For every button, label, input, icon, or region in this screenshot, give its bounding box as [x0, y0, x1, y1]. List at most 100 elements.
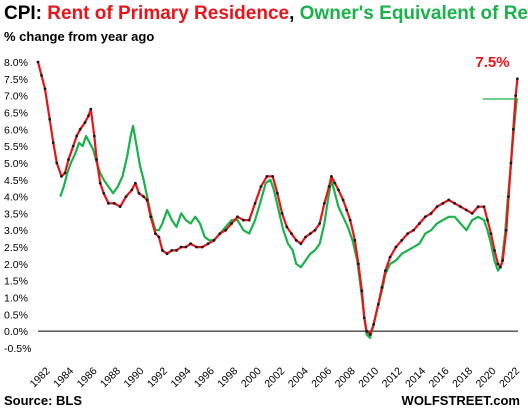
rent-data-point — [333, 181, 337, 185]
rent-data-point — [322, 201, 326, 205]
rent-data-point — [149, 215, 153, 219]
rent-data-point — [276, 191, 279, 195]
rent-data-point — [230, 222, 234, 225]
y-tick-label: 8.0% — [4, 57, 28, 69]
rent-data-point — [195, 245, 198, 249]
x-tick-label: 1988 — [98, 365, 123, 390]
rent-data-point — [95, 158, 99, 161]
y-tick-label: 6.0% — [4, 124, 28, 136]
rent-data-point — [253, 201, 257, 205]
rent-data-point — [134, 181, 137, 185]
rent-data-point — [189, 242, 192, 246]
rent-data-point — [511, 127, 515, 131]
brand-label: WOLFSTREET.com — [401, 393, 520, 408]
rent-data-point — [504, 228, 508, 232]
rent-data-point — [345, 208, 349, 212]
y-tick-label: 5.0% — [4, 158, 28, 170]
rent-data-point — [368, 333, 372, 336]
rent-data-point — [498, 265, 502, 269]
rent-data-point — [71, 144, 75, 148]
x-tick-label: 2016 — [427, 365, 452, 390]
rent-data-point — [441, 201, 445, 205]
rent-data-point — [486, 218, 489, 222]
rent-data-point — [318, 222, 322, 225]
rent-data-point — [165, 252, 169, 256]
rent-data-point — [179, 245, 183, 249]
x-tick-label: 1996 — [192, 365, 217, 390]
title-series2: Owner's Equivalent of Rent — [299, 3, 528, 24]
x-tick-label: 1984 — [51, 365, 76, 390]
x-tick-label: 1994 — [168, 365, 193, 390]
rent-data-point — [55, 161, 59, 165]
rent-data-point — [241, 218, 245, 222]
rent-data-point — [516, 77, 519, 81]
rent-data-point — [89, 107, 93, 111]
rent-data-point — [51, 141, 55, 145]
rent-data-point — [337, 188, 340, 192]
rent-data-point — [130, 188, 134, 192]
rent-data-point — [60, 175, 63, 178]
rent-data-point — [161, 249, 164, 252]
rent-data-point — [507, 195, 511, 198]
rent-data-point — [87, 114, 90, 118]
x-tick-label: 2014 — [403, 365, 428, 390]
rent-data-point — [360, 289, 364, 293]
y-tick-label: 7.0% — [4, 91, 28, 103]
rent-data-point — [280, 212, 284, 215]
rent-data-point — [40, 74, 43, 77]
x-tick-label: 2022 — [497, 365, 522, 390]
rent-data-point — [78, 127, 82, 131]
rent-data-point — [362, 316, 366, 320]
x-tick-label: 1986 — [75, 365, 100, 390]
rent-data-point — [394, 245, 398, 249]
y-tick-label: 4.5% — [4, 175, 28, 187]
x-tick-label: 1992 — [145, 365, 170, 390]
rent-data-point — [200, 245, 204, 249]
end-value-label: 7.5% — [475, 54, 509, 71]
rent-data-point — [509, 161, 513, 165]
y-tick-label: 3.5% — [4, 208, 28, 220]
rent-data-point — [493, 249, 496, 252]
rent-data-point — [98, 181, 102, 185]
rent-data-point — [142, 195, 146, 198]
y-tick-label: 5.5% — [4, 141, 28, 153]
rent-data-point — [356, 262, 360, 266]
y-tick-label: 1.0% — [4, 293, 28, 305]
rent-data-point — [412, 228, 415, 232]
x-tick-label: 2002 — [262, 365, 287, 390]
rent-data-point — [247, 218, 251, 222]
x-tick-label: 2008 — [333, 365, 358, 390]
rent-data-point — [145, 198, 149, 202]
rent-data-point — [308, 232, 312, 236]
rent-data-point — [464, 208, 468, 212]
rent-data-point — [43, 87, 47, 91]
rent-data-point — [75, 134, 79, 138]
rent-data-point — [92, 134, 96, 138]
rent-data-point — [63, 171, 67, 175]
rent-data-point — [157, 235, 161, 239]
rent-data-point — [365, 329, 369, 333]
x-tick-label: 2006 — [309, 365, 334, 390]
rent-data-point — [380, 286, 384, 289]
rent-data-point — [376, 302, 380, 306]
rent-data-point — [353, 238, 357, 242]
rent-data-point — [453, 201, 457, 205]
rent-data-point — [36, 60, 40, 64]
series-line-rent — [36, 61, 519, 336]
y-tick-label: 6.5% — [4, 107, 28, 119]
rent-data-point — [496, 262, 500, 266]
title-series1: Rent of Primary Residence — [47, 3, 290, 24]
rent-data-point — [224, 228, 228, 232]
rent-data-point — [265, 175, 269, 178]
series-line-oer — [59, 98, 518, 339]
rent-data-point — [372, 323, 376, 326]
title-prefix: CPI: — [4, 3, 48, 24]
rent-data-point — [482, 205, 486, 209]
rent-data-point — [400, 238, 404, 242]
rent-data-point — [212, 238, 216, 242]
x-tick-label: 1998 — [215, 365, 240, 390]
rent-data-point — [118, 205, 122, 209]
x-tick-label: 1990 — [122, 365, 147, 390]
rent-data-point — [435, 205, 439, 209]
rent-data-point — [259, 185, 263, 188]
